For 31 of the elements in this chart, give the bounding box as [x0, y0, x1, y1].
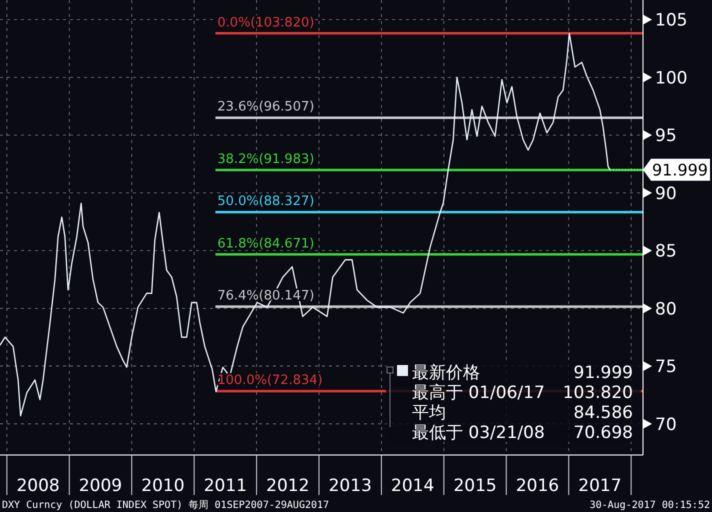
ref-line-label: 38.2%(91.983)	[217, 152, 314, 167]
text: 最低于 03/21/08 70.698	[412, 423, 633, 443]
x-tick-label: 2016	[516, 476, 560, 496]
text: 30-Aug-2017 00:15:52	[590, 500, 710, 511]
x-tick-label: 2015	[453, 476, 497, 496]
x-tick-label: 2014	[391, 476, 434, 496]
ref-line-label: 61.8%(84.671)	[217, 236, 314, 252]
ref-line-label: 0.0%(103.820)	[217, 15, 314, 30]
ref-line-label: 23.6%(96.507)	[217, 100, 314, 115]
y-tick-label: 70	[655, 414, 677, 435]
x-tick-label: 2008	[16, 476, 60, 496]
legend-label: 最新价格	[412, 363, 480, 383]
annotation: 最高于 01/06/17 103.820	[412, 383, 633, 403]
annotation: 91.999	[652, 160, 708, 180]
x-tick-label: 2013	[328, 476, 372, 496]
x-tick-label: 2017	[578, 476, 622, 496]
ref-line-label: 50.0%(88.327)	[217, 194, 314, 210]
text: DXY Curncy (DOLLAR INDEX SPOT) 每周 01SEP2007-29AUG2017	[2, 499, 330, 511]
y-tick-label: 105	[655, 10, 688, 31]
y-tick-label: 80	[655, 299, 677, 320]
y-tick-label: 100	[655, 68, 688, 88]
annotation: 91.999	[574, 363, 633, 383]
y-tick-label: 90	[655, 184, 677, 204]
x-tick-label: 2010	[141, 476, 185, 496]
y-tick-label: 75	[655, 357, 677, 378]
x-tick-label: 2009	[78, 476, 122, 496]
y-tick-label: 95	[655, 126, 677, 146]
x-tick-label: 2012	[266, 476, 310, 496]
x-tick-label: 2011	[204, 476, 247, 496]
text: 平均 84.586	[412, 403, 633, 423]
y-tick-label: 85	[655, 242, 677, 262]
